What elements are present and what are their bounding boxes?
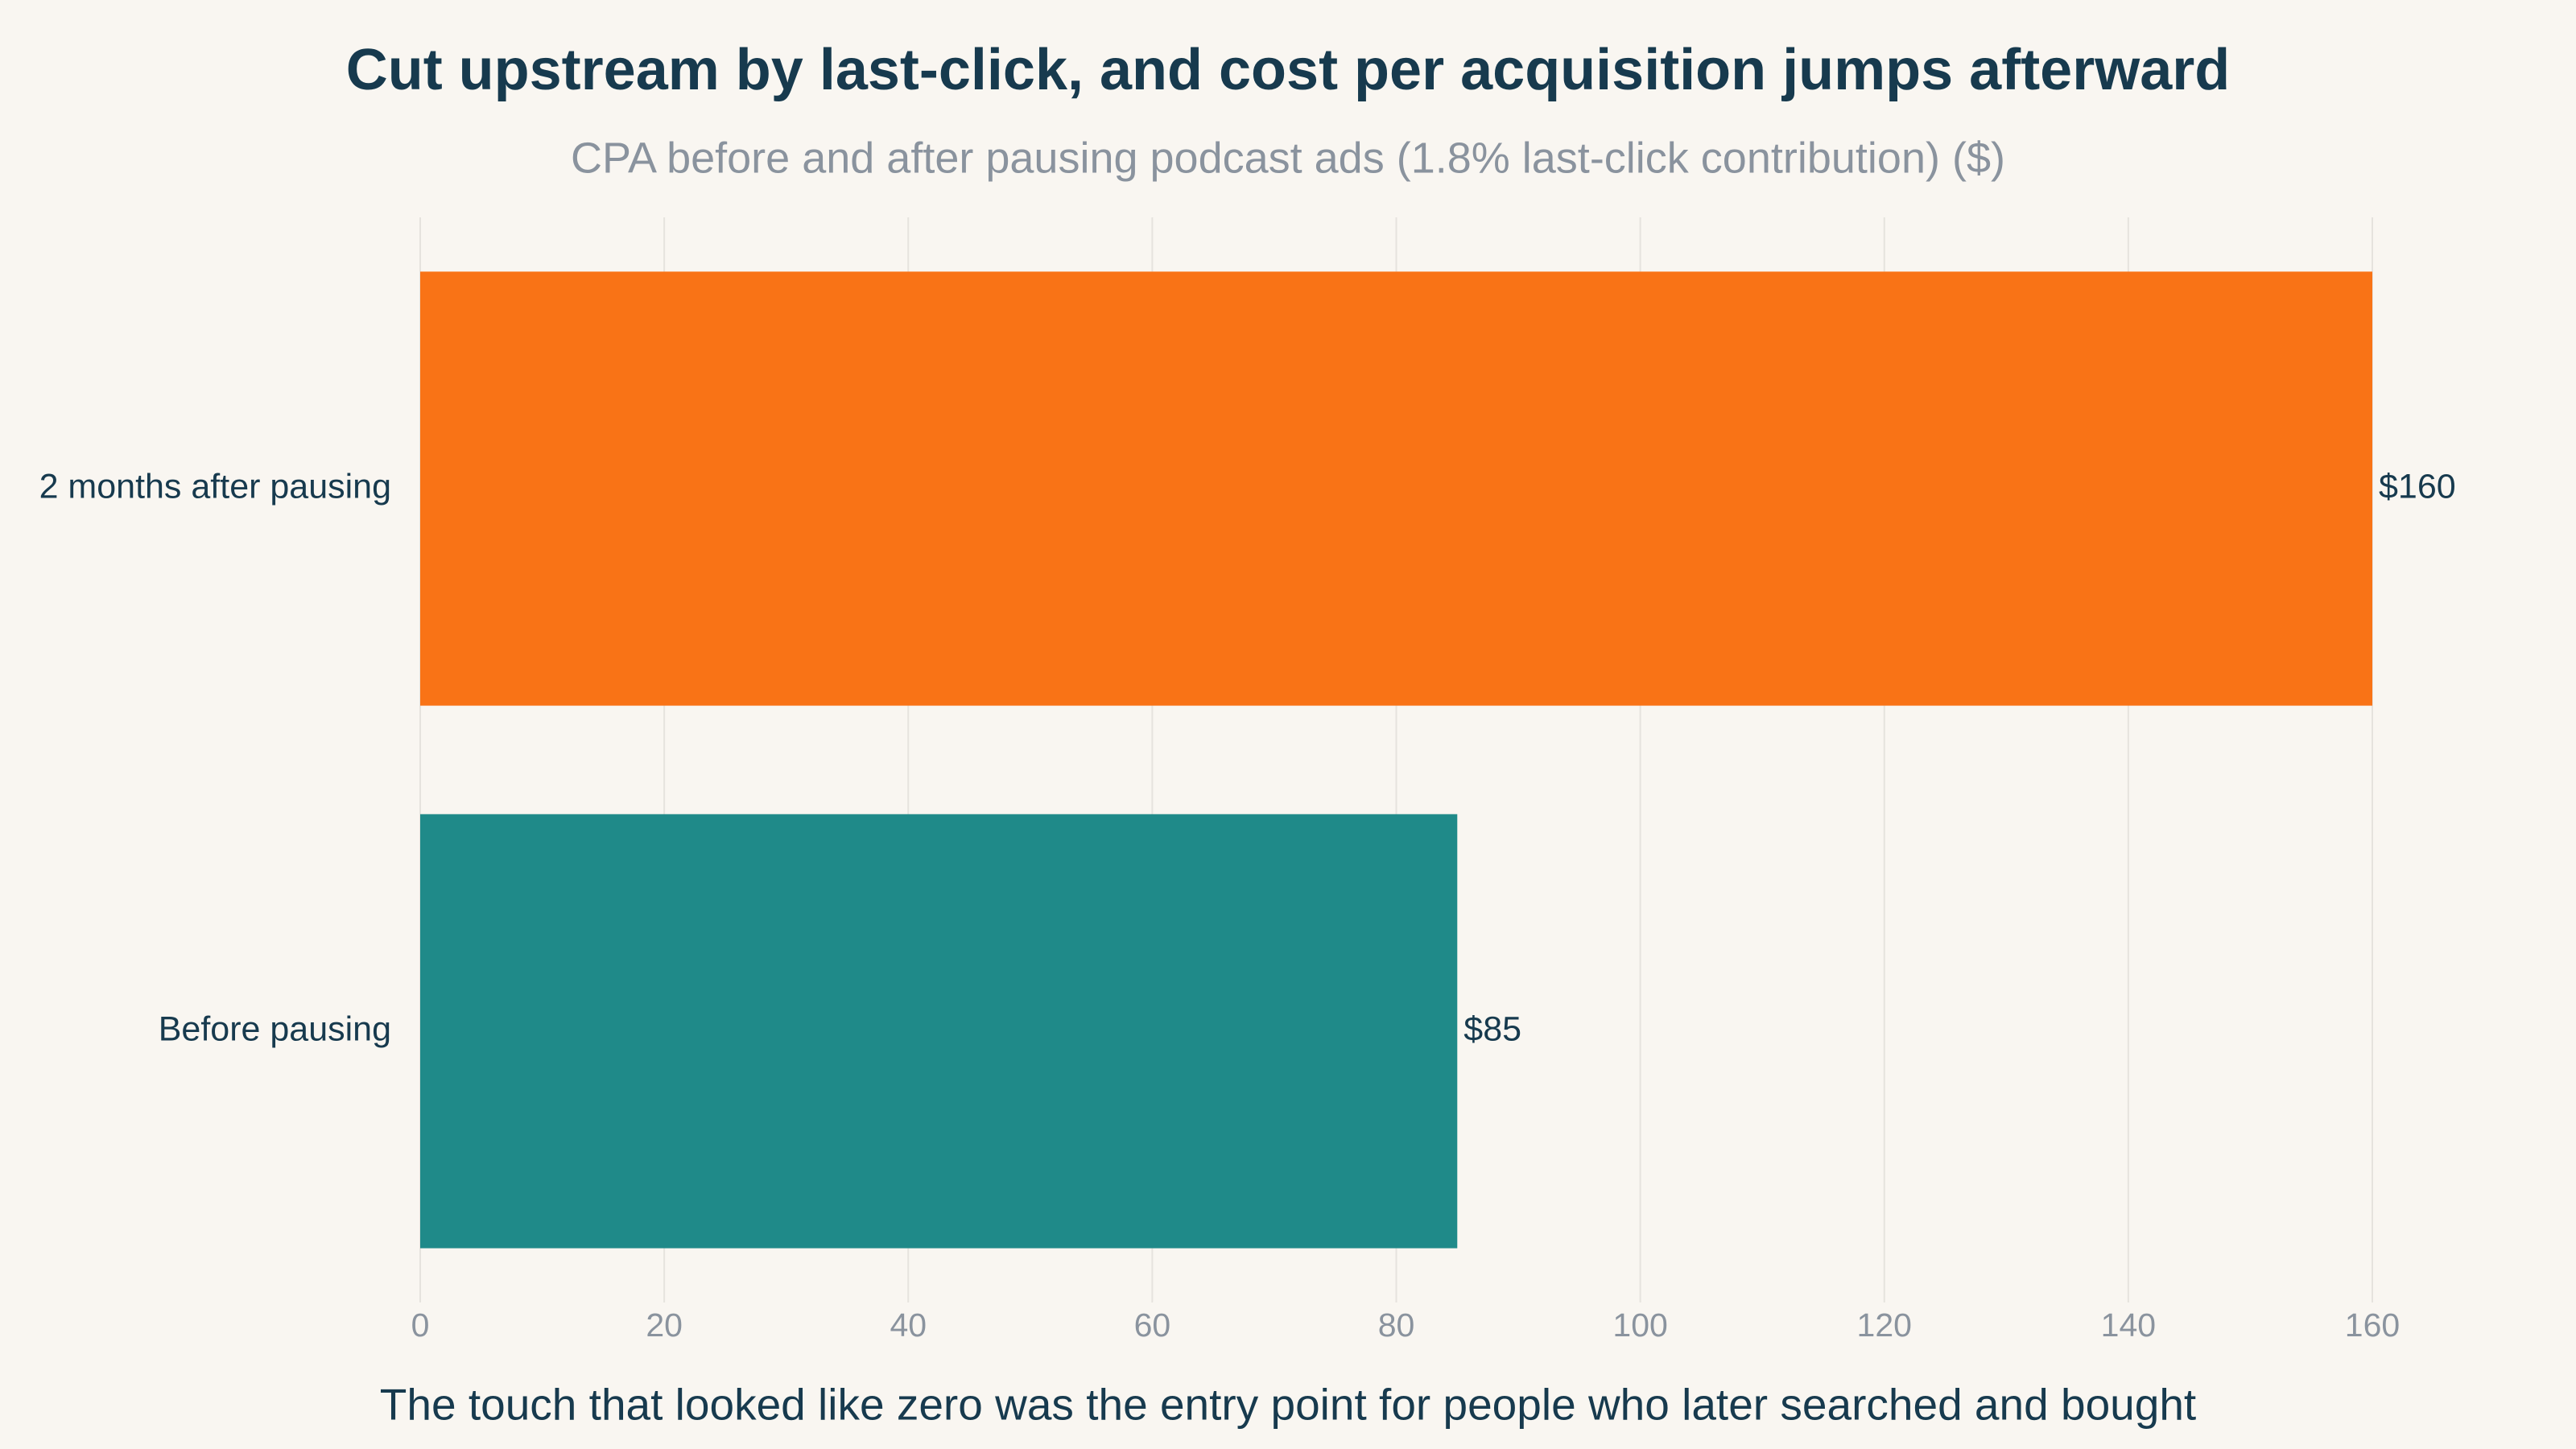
x-tick-label: 40 — [890, 1307, 927, 1344]
value-label: $85 — [1463, 1009, 1521, 1048]
chart-title: Cut upstream by last-click, and cost per… — [346, 38, 2231, 102]
bar — [420, 814, 1458, 1249]
value-label: $160 — [2379, 467, 2456, 506]
x-tick-label: 120 — [1857, 1307, 1912, 1344]
y-tick-label: 2 months after pausing — [39, 467, 391, 506]
x-tick-label: 160 — [2345, 1307, 2400, 1344]
x-tick-label: 60 — [1134, 1307, 1171, 1344]
x-tick-label: 140 — [2101, 1307, 2156, 1344]
y-tick-label: Before pausing — [159, 1009, 391, 1048]
x-tick-label: 20 — [646, 1307, 683, 1344]
bar — [420, 271, 2372, 706]
x-tick-label: 100 — [1612, 1307, 1667, 1344]
chart-subtitle: CPA before and after pausing podcast ads… — [571, 134, 2005, 182]
x-tick-label: 0 — [411, 1307, 430, 1344]
x-axis-label: The touch that looked like zero was the … — [380, 1380, 2196, 1430]
x-tick-label: 80 — [1378, 1307, 1415, 1344]
